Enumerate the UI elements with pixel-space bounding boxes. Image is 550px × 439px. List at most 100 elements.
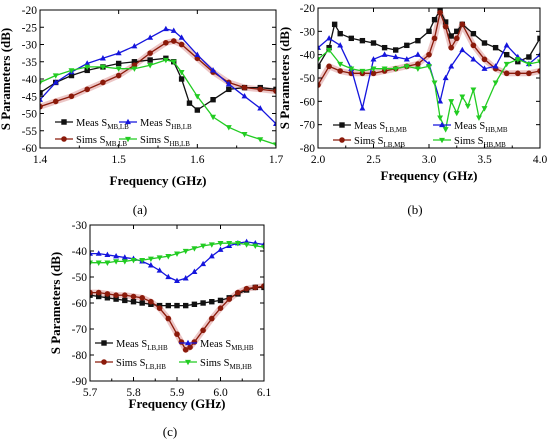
- data-point-sims-hb-lb-7: [147, 63, 154, 69]
- data-point-meas-mb-hb-15: [217, 246, 224, 252]
- data-point-sims-lb-mb-23: [537, 68, 540, 74]
- x-tick-label: 1.7: [269, 154, 284, 166]
- data-point-sims-lb-hb-16: [209, 315, 215, 322]
- data-point-sims-hb-lb-3: [84, 64, 91, 71]
- data-point-sims-mb-lb-2: [68, 93, 75, 100]
- series-sims-mb-lb: [40, 38, 276, 110]
- data-point-sims-hb-mb-17: [464, 103, 471, 110]
- data-point-sims-hb-lb-9: [170, 59, 177, 65]
- series-line-meas-hb-lb: [40, 28, 276, 125]
- series-meas-lb-mb: [318, 8, 540, 70]
- legend-label: Sims SMB,LB: [76, 135, 127, 148]
- x-axis-label: Frequency (GHz): [381, 168, 478, 183]
- data-point-sims-lb-hb-22: [261, 283, 264, 289]
- x-tick-label: 1.6: [190, 154, 205, 166]
- data-point-meas-hb-mb-21: [537, 51, 540, 57]
- data-point-meas-lb-hb-6: [139, 300, 145, 306]
- y-tick-label: -55: [22, 126, 38, 138]
- data-point-sims-hb-mb-7: [392, 66, 399, 72]
- data-point-meas-lb-hb-9: [165, 302, 171, 309]
- data-point-sims-hb-mb-1: [326, 47, 333, 54]
- data-point-meas-mb-lb-5: [115, 60, 122, 67]
- data-point-sims-lb-hb-7: [148, 298, 154, 305]
- data-point-meas-mb-hb-0: [90, 250, 93, 256]
- y-tick-label: -70: [72, 324, 88, 336]
- y-tick-label: -60: [72, 298, 88, 310]
- data-point-sims-lb-hb-10: [174, 331, 180, 338]
- data-point-sims-hb-mb-20: [481, 106, 488, 112]
- data-point-sims-hb-mb-5: [370, 66, 377, 72]
- data-point-sims-mb-hb-3: [113, 259, 120, 265]
- x-tick-label: 1.4: [33, 154, 48, 166]
- data-point-meas-hb-mb-4: [359, 105, 366, 111]
- series-sims-mb-hb: [90, 241, 264, 266]
- panel-caption: (a): [133, 202, 147, 217]
- data-point-meas-hb-lb-0: [40, 96, 43, 102]
- data-point-meas-mb-lb-0: [40, 90, 43, 96]
- data-point-meas-lb-hb-14: [209, 299, 215, 305]
- data-point-meas-hb-lb-5: [115, 49, 122, 56]
- data-point-meas-lb-mb-23: [526, 54, 532, 60]
- y-tick-label: -40: [300, 50, 316, 62]
- data-point-sims-lb-mb-11: [431, 35, 438, 42]
- data-point-sims-hb-mb-14: [448, 99, 455, 105]
- data-point-meas-lb-mb-5: [359, 37, 366, 44]
- x-tick-label: 5.8: [126, 387, 141, 399]
- data-point-meas-lb-hb-15: [217, 297, 224, 304]
- data-point-meas-hb-mb-18: [503, 42, 510, 48]
- data-point-sims-mb-hb-8: [156, 255, 163, 261]
- x-axis-label: Frequency (GHz): [110, 173, 207, 188]
- x-tick-label: 2.5: [366, 154, 381, 166]
- data-point-sims-lb-hb-1: [95, 289, 102, 296]
- data-point-sims-lb-mb-5: [370, 70, 377, 77]
- data-point-sims-hb-mb-9: [414, 66, 421, 72]
- series-meas-hb-lb: [40, 25, 276, 127]
- legend-label: Meas SLB,HB: [116, 339, 168, 352]
- data-point-sims-lb-mb-0: [318, 82, 321, 88]
- data-point-sims-mb-hb-4: [121, 259, 128, 265]
- data-point-sims-lb-mb-21: [515, 70, 521, 77]
- legend-label: Meas SHB,LB: [140, 118, 192, 131]
- data-point-sims-hb-mb-25: [537, 59, 540, 65]
- y-axis-label: S Parameters (dB): [277, 27, 292, 130]
- x-tick-label: 1.5: [111, 154, 126, 166]
- data-point-sims-lb-mb-17: [470, 42, 477, 49]
- data-point-sims-mb-hb-17: [234, 241, 241, 247]
- legend-label: Meas SMB,HB: [200, 339, 254, 352]
- panel-b: 2.0 2.5 3.0 3.5 4.0 -80 -70 -60 -50 -40 -30 -20 Freq…: [277, 3, 547, 217]
- data-point-meas-hb-lb-14: [241, 93, 248, 99]
- data-point-sims-hb-lb-1: [52, 73, 59, 79]
- data-point-meas-hb-mb-14: [459, 46, 466, 53]
- data-point-sims-hb-lb-16: [273, 142, 276, 148]
- data-point-meas-hb-mb-8: [403, 56, 410, 62]
- data-point-meas-lb-mb-0: [318, 63, 321, 70]
- data-point-meas-lb-mb-19: [481, 40, 488, 46]
- data-point-sims-hb-lb-0: [40, 80, 43, 86]
- x-tick-label: 3.5: [477, 154, 492, 166]
- y-tick-label: -70: [300, 120, 316, 132]
- data-point-sims-mb-hb-2: [104, 260, 111, 266]
- data-point-sims-mb-hb-6: [139, 257, 146, 264]
- legend-label: Sims SHB,LB: [140, 135, 190, 148]
- data-point-sims-lb-hb-9: [165, 315, 172, 322]
- legend: Meas SLB,HB Sims SLB,HB Meas SMB,HB Sims SM…: [95, 339, 254, 371]
- data-point-sims-hb-mb-13: [442, 127, 449, 133]
- data-point-meas-hb-lb-1: [52, 79, 59, 85]
- data-point-sims-lb-hb-6: [139, 295, 145, 301]
- data-point-sims-mb-lb-5: [115, 72, 122, 79]
- data-point-sims-mb-hb-7: [147, 256, 154, 263]
- x-tick-label: 6.0: [213, 387, 228, 399]
- legend-label: Meas SLB,MB: [354, 121, 407, 134]
- legend-marker: [125, 118, 131, 125]
- legend-item: Meas SLB,HB: [95, 339, 168, 352]
- legend-item: Meas SHB,MB: [433, 121, 508, 134]
- data-point-meas-mb-hb-14: [208, 252, 215, 259]
- data-point-sims-hb-lb-8: [162, 57, 169, 64]
- data-point-sims-mb-hb-14: [208, 242, 215, 248]
- legend-marker: [439, 137, 445, 144]
- data-point-sims-hb-lb-10: [178, 69, 185, 76]
- panel-c: 5.7 5.8 5.9 6.0 6.1 -90 -80 -70 -60 -50 -40 -30 Freq…: [48, 220, 271, 439]
- data-point-sims-mb-lb-3: [84, 86, 90, 93]
- y-tick-label: -30: [72, 220, 88, 232]
- data-point-sims-lb-mb-22: [526, 70, 532, 77]
